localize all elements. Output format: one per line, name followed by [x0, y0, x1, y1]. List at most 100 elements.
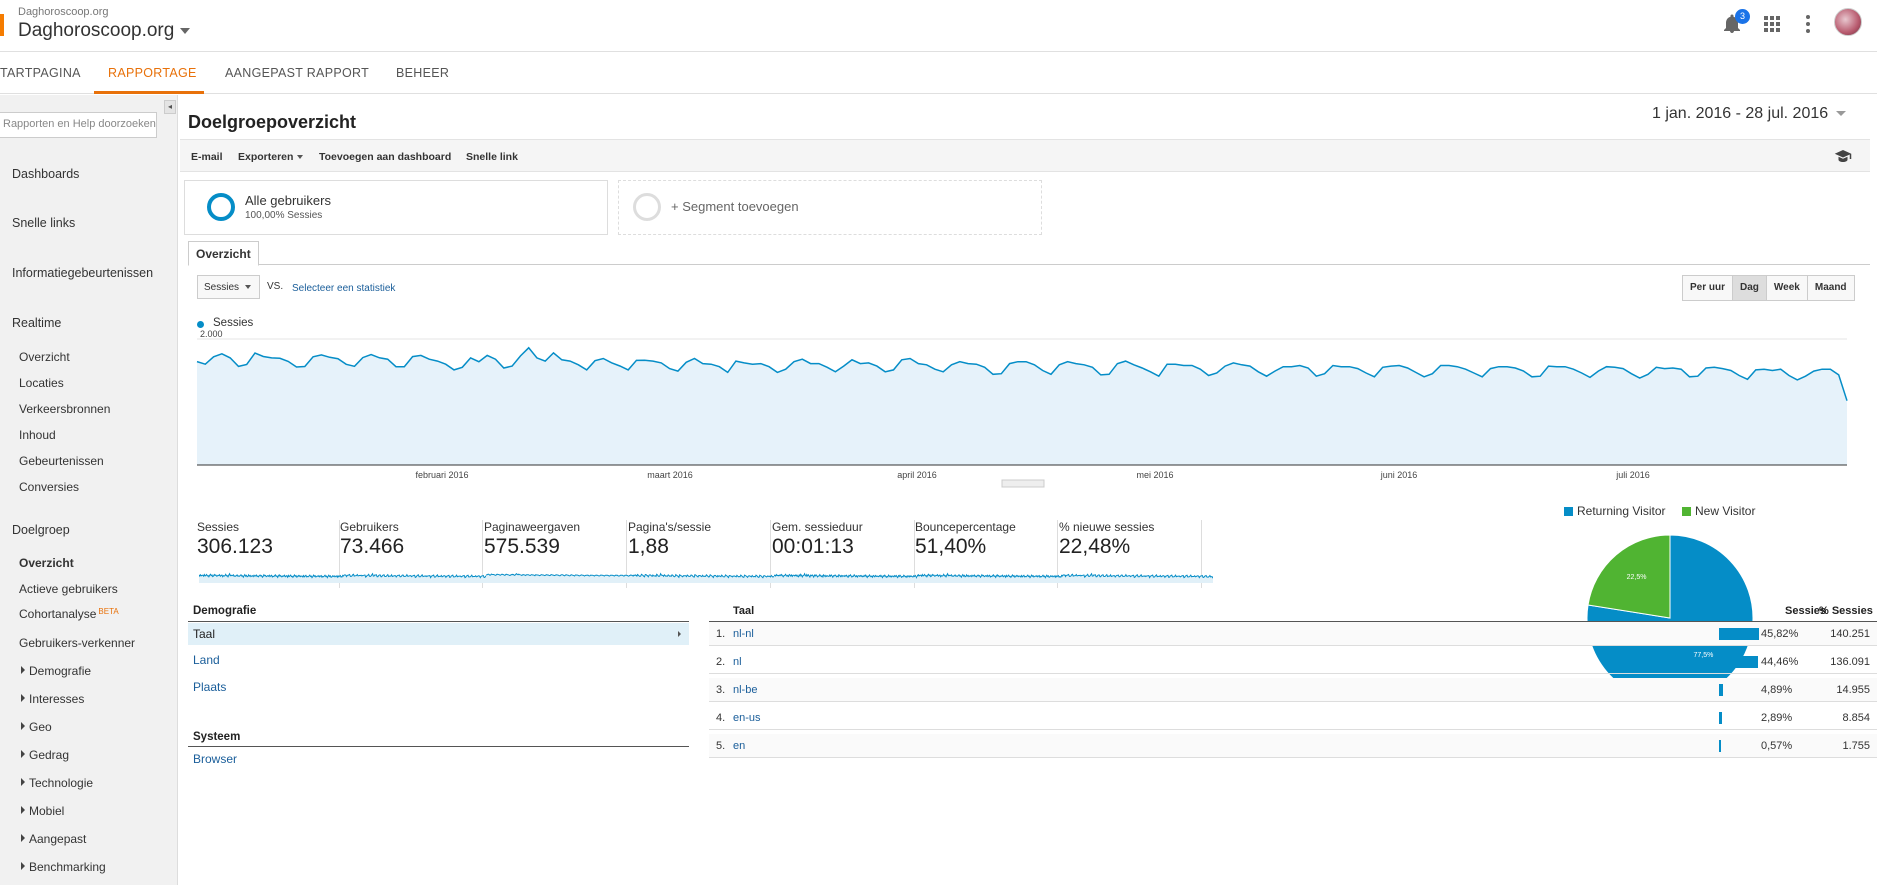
- period-month-button[interactable]: Maand: [1807, 276, 1854, 300]
- demographics-item-language[interactable]: Taal: [188, 623, 689, 645]
- metric-sparkline: [342, 572, 494, 583]
- language-link[interactable]: nl-be: [733, 684, 758, 696]
- sidebar-item-intelligence[interactable]: Informatiegebeurtenissen: [12, 266, 154, 280]
- period-day-button[interactable]: Dag: [1733, 276, 1767, 300]
- percentage-value: 4,89%: [1761, 684, 1793, 696]
- metric-tile[interactable]: Gebruikers 73.466: [323, 520, 494, 588]
- percentage-bar: [1719, 628, 1760, 640]
- main-content: Doelgroepoverzicht 1 jan. 2016 - 28 jul.…: [180, 95, 1877, 885]
- sidebar-item-traffic-sources[interactable]: Verkeersbronnen: [19, 402, 111, 416]
- metric-tile[interactable]: Gem. sessieduur 00:01:13: [755, 520, 926, 588]
- graduation-cap-icon[interactable]: [1834, 149, 1852, 163]
- sidebar-item-locations[interactable]: Locaties: [19, 376, 64, 390]
- sidebar-item-behavior[interactable]: Gedrag: [21, 748, 69, 762]
- sidebar-item-conversions[interactable]: Conversies: [19, 480, 80, 494]
- email-button[interactable]: E-mail: [191, 151, 223, 163]
- export-button[interactable]: Exporteren: [238, 151, 304, 163]
- sidebar-item-interests[interactable]: Interesses: [21, 692, 84, 706]
- sidebar-item-mobile[interactable]: Mobiel: [21, 804, 64, 818]
- metric-tile[interactable]: Sessies 306.123: [180, 520, 351, 588]
- date-range-picker[interactable]: 1 jan. 2016 - 28 jul. 2016: [1652, 105, 1847, 129]
- sparkline-line: [917, 572, 1069, 579]
- row-index: 5.: [716, 740, 726, 752]
- tab-admin[interactable]: BEHEER: [396, 66, 450, 80]
- account-name[interactable]: Daghoroscoop.org: [18, 6, 109, 18]
- demo-item-label: Browser: [193, 752, 238, 766]
- sessions-area: [197, 347, 1847, 465]
- sidebar-item-demographics[interactable]: Demografie: [21, 664, 91, 678]
- sidebar-item-events[interactable]: Gebeurtenissen: [19, 454, 104, 468]
- tab-reporting[interactable]: RAPPORTAGE: [108, 66, 197, 80]
- sidebar-item-content[interactable]: Inhoud: [19, 428, 56, 442]
- period-week-button[interactable]: Week: [1766, 276, 1808, 300]
- more-vert-icon[interactable]: [1796, 12, 1820, 36]
- chart-resize-handle[interactable]: [1001, 479, 1045, 488]
- metric-tile[interactable]: Paginaweergaven 575.539: [467, 520, 638, 588]
- collapse-sidebar-button[interactable]: ◂: [164, 100, 176, 114]
- metric-value: 575.539: [484, 535, 560, 558]
- quick-link-button[interactable]: Snelle link: [466, 151, 518, 163]
- caret-down-icon: [1836, 111, 1847, 117]
- sidebar-item-realtime[interactable]: Realtime: [12, 316, 62, 330]
- sidebar-item-custom[interactable]: Aangepast: [21, 832, 86, 846]
- metric-value: 306.123: [197, 535, 273, 558]
- sidebar-item-active-users[interactable]: Actieve gebruikers: [19, 582, 118, 596]
- table-header-sessions[interactable]: Sessies: [1785, 605, 1826, 617]
- percentage-bar: [1719, 740, 1721, 752]
- language-link[interactable]: en-us: [733, 712, 761, 724]
- x-tick-label: mei 2016: [1136, 470, 1173, 480]
- row-index: 3.: [716, 684, 726, 696]
- tab-overview[interactable]: Overzicht: [188, 241, 259, 266]
- table-header-pct-sessions[interactable]: % Sessies: [1819, 605, 1873, 617]
- property-selector[interactable]: Daghoroscoop.org: [18, 20, 191, 42]
- apps-grid-icon[interactable]: [1760, 12, 1784, 36]
- search-input[interactable]: Rapporten en Help doorzoeken: [0, 112, 157, 138]
- metric-tile[interactable]: Bouncepercentage 51,40%: [898, 520, 1069, 588]
- avatar[interactable]: [1834, 8, 1862, 36]
- visitor-type-pie-chart[interactable]: 77,5% 22,5%: [1585, 533, 1755, 703]
- sidebar-item-geo[interactable]: Geo: [21, 720, 52, 734]
- metric-sparkline: [199, 572, 351, 583]
- period-hourly-button[interactable]: Per uur: [1683, 276, 1734, 300]
- divider: [188, 746, 689, 747]
- empty-segment-icon: [633, 193, 661, 221]
- sidebar-item-cohort[interactable]: Cohortanalyse BETA: [19, 607, 119, 621]
- system-item-browser[interactable]: Browser: [188, 748, 689, 770]
- metric-tile[interactable]: Pagina's/sessie 1,88: [611, 520, 782, 588]
- language-link[interactable]: nl: [733, 656, 742, 668]
- x-tick-label: juni 2016: [1380, 470, 1418, 480]
- demographics-item-city[interactable]: Plaats: [188, 676, 689, 698]
- metric-tile[interactable]: % nieuwe sessies 22,48%: [1042, 520, 1213, 588]
- table-header-language[interactable]: Taal: [733, 605, 755, 617]
- sidebar-item-quick-links[interactable]: Snelle links: [12, 216, 76, 230]
- demographics-item-country[interactable]: Land: [188, 649, 689, 671]
- sidebar-item-benchmarking[interactable]: Benchmarking: [21, 860, 106, 874]
- segment-all-users[interactable]: Alle gebruikers 100,00% Sessies: [184, 180, 608, 235]
- series-legend-label: Sessies: [213, 317, 254, 329]
- sessions-line: [196, 346, 1848, 401]
- top-header: Daghoroscoop.org Daghoroscoop.org 3: [0, 0, 1877, 52]
- pie-slice[interactable]: [1587, 534, 1671, 619]
- tab-home[interactable]: TARTPAGINA: [0, 66, 81, 80]
- main-nav: TARTPAGINA RAPPORTAGE AANGEPAST RAPPORT …: [0, 52, 1877, 94]
- language-link[interactable]: nl-nl: [733, 628, 754, 640]
- sidebar-item-technology[interactable]: Technologie: [21, 776, 93, 790]
- sidebar-item-audience[interactable]: Doelgroep: [12, 523, 70, 537]
- sidebar-item-audience-overview[interactable]: Overzicht: [19, 556, 74, 570]
- tab-custom-report[interactable]: AANGEPAST RAPPORT: [225, 66, 370, 80]
- language-link[interactable]: en: [733, 740, 746, 752]
- add-segment-button[interactable]: + Segment toevoegen: [618, 180, 1042, 235]
- add-to-dashboard-button[interactable]: Toevoegen aan dashboard: [319, 151, 452, 163]
- percentage-bar: [1719, 656, 1759, 668]
- demographics-heading: Demografie: [193, 605, 257, 617]
- sidebar-item-user-explorer[interactable]: Gebruikers-verkenner: [19, 636, 136, 650]
- metric-value: 1,88: [628, 535, 669, 558]
- page-title: Doelgroepoverzicht: [188, 112, 357, 132]
- sparkline-line: [774, 572, 926, 580]
- select-statistic-link[interactable]: Selecteer een statistiek: [292, 283, 396, 294]
- metric-select[interactable]: Sessies: [197, 275, 260, 299]
- caret-down-icon: [245, 285, 252, 290]
- sidebar-item-dashboards[interactable]: Dashboards: [12, 167, 80, 181]
- sidebar-item-realtime-overview[interactable]: Overzicht: [19, 350, 70, 364]
